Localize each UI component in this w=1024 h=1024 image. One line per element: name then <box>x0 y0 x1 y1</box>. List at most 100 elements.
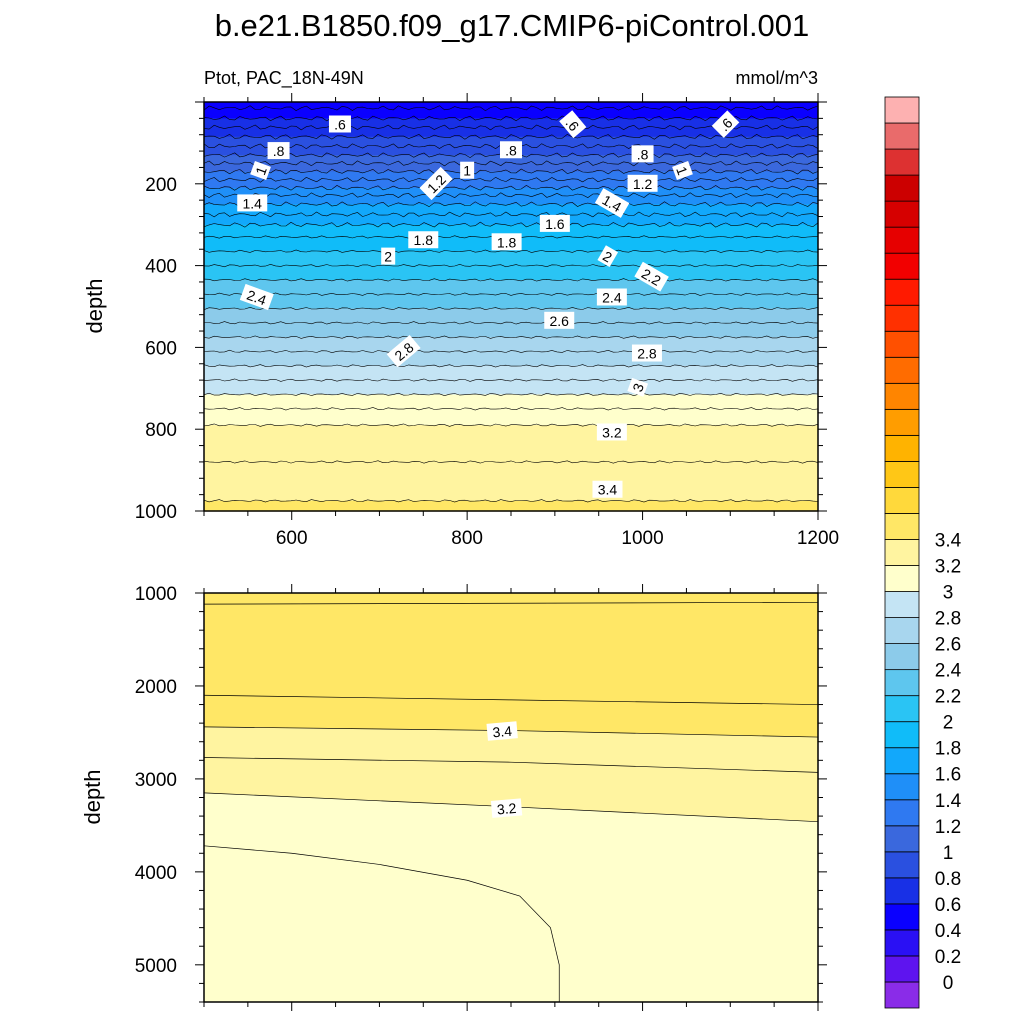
svg-text:2.8: 2.8 <box>637 346 657 362</box>
lower-y-tick-label-1: 2000 <box>135 677 177 698</box>
svg-text:3.4: 3.4 <box>598 482 618 498</box>
upper-contour-line-8 <box>203 168 819 175</box>
upper-band-29 <box>204 461 818 502</box>
upper-band-20 <box>204 308 818 324</box>
upper-contour-label-17: 2 <box>597 245 619 268</box>
upper-contour-line-7 <box>203 160 819 167</box>
upper-band-19 <box>204 294 818 310</box>
svg-text:2: 2 <box>384 249 392 265</box>
upper-contour-line-25 <box>203 378 819 382</box>
colorbar-swatch-21 <box>884 434 920 462</box>
svg-text:1.2: 1.2 <box>633 176 653 192</box>
upper-panel: .6.6.6.8.8.81 1 11.2 1.21.4 1.41.61.8 1.82 22.… <box>82 93 839 549</box>
svg-text:.8: .8 <box>505 142 517 158</box>
colorbar-swatch-28 <box>884 252 920 280</box>
colorbar-swatch-25 <box>884 330 920 358</box>
upper-band-14 <box>204 224 818 238</box>
upper-x-tick-label-0: 600 <box>276 528 308 549</box>
upper-band-22 <box>204 337 818 353</box>
lower-contour-label-0: 3.4 <box>486 721 518 741</box>
upper-contour-line-12 <box>203 201 819 208</box>
colorbar-swatch-2 <box>884 929 920 957</box>
colorbar-label-2: 0.4 <box>935 921 962 942</box>
lower-contour-label-1: 3.2 <box>490 798 523 818</box>
colorbar-swatch-34 <box>884 96 920 124</box>
upper-band-21 <box>204 322 818 338</box>
colorbar-label-0: 0 <box>943 973 954 994</box>
upper-contour-line-14 <box>203 221 819 228</box>
upper-contour-label-24: 3 <box>627 377 649 397</box>
upper-panel-frame <box>203 101 819 512</box>
upper-x-tick-label-2: 1000 <box>621 528 663 549</box>
lower-panel-contour-labels: 3.4 3.2 <box>486 721 523 818</box>
upper-contour-label-13: 1.6 <box>539 214 570 232</box>
upper-x-tick-label-1: 800 <box>451 528 483 549</box>
upper-contour-line-22 <box>203 335 819 339</box>
colorbar-swatch-26 <box>884 304 920 332</box>
upper-band-26 <box>204 394 818 410</box>
lower-panel-ticks: 1000 2000 3000 4000 5000 <box>135 584 827 1011</box>
colorbar-label-11: 2.2 <box>935 687 961 708</box>
svg-text:.8: .8 <box>637 146 649 162</box>
colorbar-swatch-32 <box>884 148 920 176</box>
upper-band-2 <box>204 118 818 128</box>
lower-band-3 <box>204 726 818 773</box>
upper-band-25 <box>204 380 818 396</box>
upper-contour-label-7: 1 <box>460 161 475 179</box>
lower-y-tick-label-4: 5000 <box>135 956 177 977</box>
colorbar-label-17: 3.4 <box>935 530 962 551</box>
upper-contour-label-15: 1.8 <box>491 233 522 251</box>
upper-contour-line-24 <box>203 364 819 368</box>
colorbar-swatch-16 <box>884 565 920 592</box>
svg-text:1.8: 1.8 <box>414 232 434 248</box>
colorbar-label-8: 1.6 <box>935 765 961 786</box>
lower-band-2 <box>204 695 818 738</box>
upper-contour-label-1: .6 <box>559 110 587 139</box>
lower-y-tick-label-3: 4000 <box>135 863 177 884</box>
colorbar-swatch-30 <box>884 200 920 228</box>
colorbar-label-1: 0.2 <box>935 947 961 968</box>
upper-y-tick-label-0: 200 <box>145 175 177 196</box>
figure-title: b.e21.B1850.f09_g17.CMIP6-piControl.001 <box>215 8 810 43</box>
upper-contour-line-23 <box>203 349 819 354</box>
upper-contour-line-11 <box>203 192 819 199</box>
svg-text:1: 1 <box>463 163 471 179</box>
colorbar-swatch-19 <box>884 487 920 514</box>
upper-band-0 <box>204 102 818 109</box>
colorbar-swatch-15 <box>884 591 920 618</box>
upper-contour-line-10 <box>203 185 819 191</box>
colorbar-swatch-10 <box>884 721 920 749</box>
upper-contour-label-3: .8 <box>267 142 290 160</box>
upper-contour-label-11: 1.4 <box>237 194 268 212</box>
svg-text:3.2: 3.2 <box>496 800 517 818</box>
colorbar-swatch-12 <box>884 669 920 697</box>
upper-band-24 <box>204 365 818 381</box>
upper-band-6 <box>204 155 818 164</box>
svg-text:3.4: 3.4 <box>492 723 513 741</box>
upper-contour-label-5: .8 <box>631 145 654 163</box>
upper-contour-line-13 <box>203 211 819 218</box>
upper-contour-label-0: .6 <box>328 115 351 133</box>
colorbar-swatch-8 <box>884 773 920 801</box>
colorbar-swatch-3 <box>884 903 920 931</box>
colorbar-label-9: 1.8 <box>935 739 961 760</box>
upper-panel-ticks: 600 800 1000 1200 200 400 600 800 1000 <box>135 93 839 549</box>
colorbar-swatch-11 <box>884 695 920 723</box>
left-string: Ptot, PAC_18N-49N <box>204 68 364 89</box>
upper-band-18 <box>204 279 818 295</box>
lower-band-0 <box>204 593 818 605</box>
upper-contour-label-19: 2.4 <box>239 283 274 311</box>
colorbar-label-13: 2.6 <box>935 635 961 656</box>
colorbar-swatch-6 <box>884 825 920 853</box>
upper-contour-line-4 <box>203 133 819 140</box>
svg-text:1.8: 1.8 <box>497 234 517 250</box>
upper-contour-line-18 <box>203 278 819 282</box>
colorbar-swatch-1 <box>884 955 920 983</box>
upper-x-tick-label-3: 1200 <box>797 528 839 549</box>
svg-text:3.2: 3.2 <box>602 424 622 440</box>
upper-contour-line-20 <box>203 306 819 311</box>
colorbar-swatch-27 <box>884 278 920 306</box>
colorbar-label-10: 2 <box>943 713 954 734</box>
upper-y-tick-label-2: 600 <box>145 338 177 359</box>
upper-band-23 <box>204 351 818 367</box>
